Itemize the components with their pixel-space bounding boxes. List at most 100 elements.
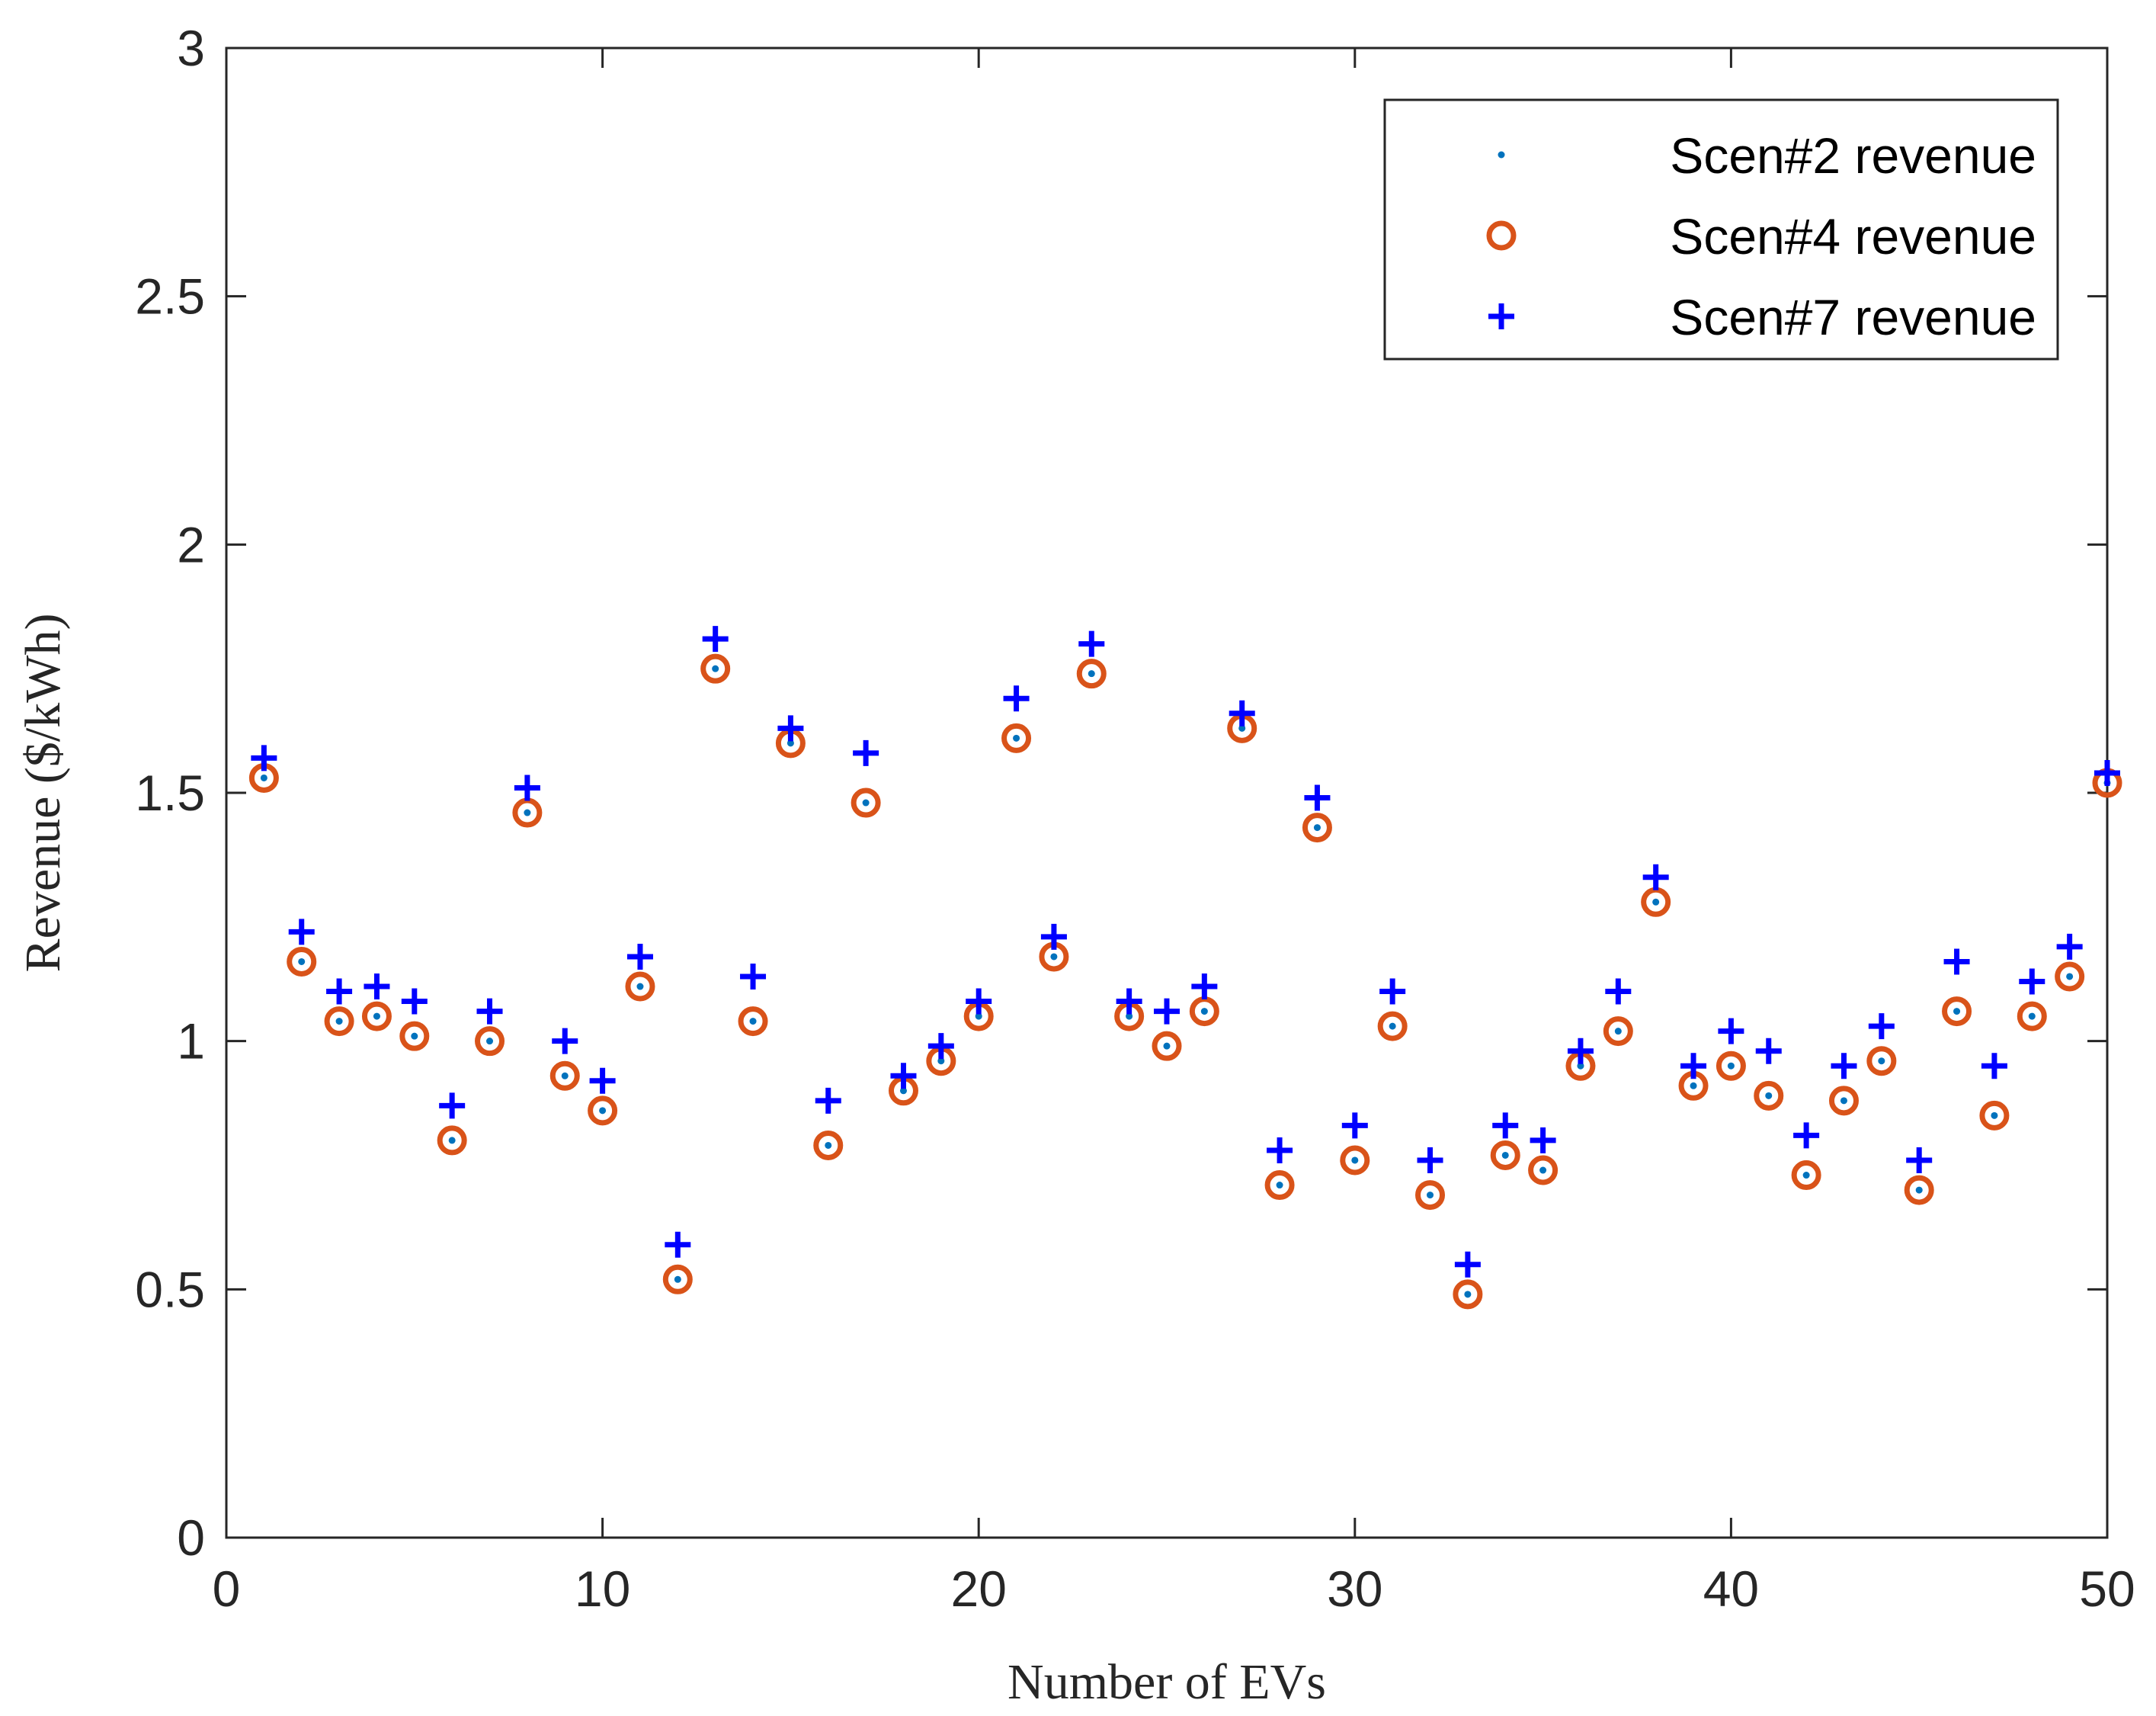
legend-label: Scen#4 revenue xyxy=(1670,208,2036,265)
data-point xyxy=(1530,1127,1556,1153)
data-point xyxy=(1417,1147,1443,1173)
data-point xyxy=(1718,1018,1744,1044)
data-point xyxy=(1200,1008,1208,1015)
data-point xyxy=(486,1038,494,1045)
data-point xyxy=(298,957,306,965)
data-point xyxy=(1501,1151,1509,1159)
data-point xyxy=(966,988,992,1015)
data-point xyxy=(1453,1279,1483,1310)
data-point xyxy=(927,1033,954,1060)
data-point xyxy=(1793,1122,1820,1149)
data-point xyxy=(2055,961,2085,992)
y-axis-title: Revenue ($/kWh) xyxy=(15,614,71,973)
axes: 0 10 20 30 40 50 0 0.5 1 1.5 2 2.5 3 xyxy=(135,20,2135,1617)
data-point xyxy=(700,653,731,684)
data-point xyxy=(1302,813,1332,843)
data-point xyxy=(1427,1192,1434,1199)
data-point xyxy=(662,1264,693,1294)
data-point xyxy=(287,946,317,977)
y-tick-label: 3 xyxy=(177,20,205,76)
data-point xyxy=(1276,1182,1283,1189)
x-axis-title: Number of EVs xyxy=(1008,1654,1326,1710)
data-point xyxy=(1878,1057,1885,1065)
data-point xyxy=(411,1032,418,1040)
legend-marker xyxy=(1498,151,1505,159)
data-point xyxy=(1152,1031,1182,1061)
data-point xyxy=(324,1006,354,1037)
data-point xyxy=(899,1087,907,1095)
data-point xyxy=(1765,1092,1773,1099)
data-point xyxy=(851,787,881,818)
data-point xyxy=(1979,1100,2010,1131)
data-point xyxy=(749,1018,757,1025)
data-point xyxy=(1953,1008,1961,1015)
data-point xyxy=(2066,973,2074,980)
data-point xyxy=(475,1026,505,1057)
data-point xyxy=(1754,1080,1784,1111)
data-point xyxy=(890,1063,917,1089)
data-point xyxy=(625,971,655,1002)
data-point xyxy=(1727,1062,1735,1070)
y-tick-label: 0.5 xyxy=(135,1261,205,1317)
y-tick-label: 1 xyxy=(177,1013,205,1070)
data-point xyxy=(786,739,794,747)
data-point xyxy=(401,988,428,1015)
data-point xyxy=(1614,1028,1622,1035)
x-tick-label: 30 xyxy=(1327,1560,1382,1617)
data-point xyxy=(1464,1291,1472,1298)
data-point xyxy=(1868,1013,1895,1040)
data-point xyxy=(1003,685,1030,712)
data-point xyxy=(1492,1112,1519,1139)
y-tick-label: 2 xyxy=(177,516,205,573)
data-point xyxy=(326,978,353,1005)
data-point xyxy=(1313,824,1321,832)
data-point xyxy=(599,1107,607,1115)
x-tick-label: 40 xyxy=(1703,1560,1759,1617)
data-point xyxy=(552,1028,578,1054)
data-point xyxy=(862,799,870,807)
data-point xyxy=(813,1130,844,1160)
legend-marker xyxy=(1486,220,1517,251)
legend-marker xyxy=(1488,303,1514,329)
data-point xyxy=(1267,1137,1293,1163)
data-point xyxy=(1605,978,1632,1005)
x-tick-label: 20 xyxy=(950,1560,1006,1617)
data-point xyxy=(1013,734,1020,742)
data-point xyxy=(1642,864,1669,890)
data-point xyxy=(1567,1038,1594,1064)
data-point xyxy=(1351,1156,1359,1164)
data-point xyxy=(1690,1082,1697,1089)
data-point xyxy=(1840,1097,1847,1105)
data-point xyxy=(2028,1012,2036,1020)
data-point xyxy=(1340,1145,1370,1176)
data-point xyxy=(1528,1155,1559,1185)
data-point xyxy=(561,1072,569,1079)
data-point xyxy=(1040,923,1067,950)
data-point xyxy=(1866,1046,1897,1076)
data-point xyxy=(1163,1042,1171,1050)
series-dot xyxy=(260,665,2111,1298)
legend-label: Scen#7 revenue xyxy=(1670,289,2036,345)
data-point xyxy=(437,1125,467,1156)
data-point xyxy=(1943,948,1970,975)
data-point xyxy=(825,1141,832,1149)
data-point xyxy=(1791,1160,1821,1191)
data-point xyxy=(1238,724,1246,732)
data-point xyxy=(853,739,879,766)
data-point xyxy=(1377,1011,1408,1041)
data-point xyxy=(1942,996,1972,1027)
data-series xyxy=(248,626,2122,1310)
data-point xyxy=(1191,973,1218,1000)
legend-label: Scen#2 revenue xyxy=(1670,127,2036,184)
series-circle xyxy=(248,653,2122,1310)
data-point xyxy=(1680,1053,1707,1079)
data-point xyxy=(1802,1172,1810,1179)
data-point xyxy=(1389,1022,1396,1030)
data-point xyxy=(975,1012,982,1020)
data-point xyxy=(549,1060,580,1091)
data-point xyxy=(476,998,503,1025)
data-point xyxy=(1264,1170,1295,1201)
data-point xyxy=(1126,1012,1133,1020)
x-tick-label: 0 xyxy=(213,1560,241,1617)
data-point xyxy=(2056,933,2083,960)
